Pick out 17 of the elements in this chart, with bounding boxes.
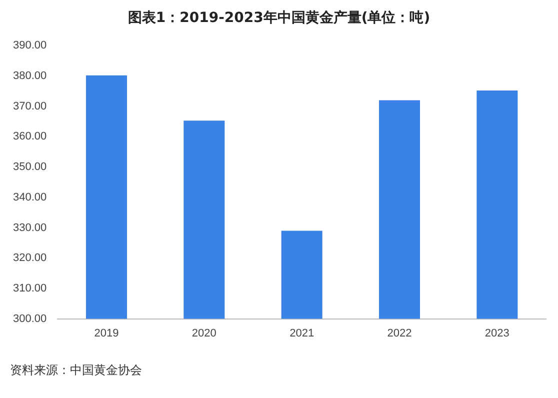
y-tick-label: 390.00: [12, 40, 47, 52]
y-tick-label: 330.00: [12, 222, 47, 234]
y-tick-label: 360.00: [12, 130, 47, 143]
chart-title: 图表1：2019-2023年中国黄金产量(单位：吨): [126, 9, 432, 28]
y-tick-label: 340.00: [12, 191, 47, 204]
x-tick-label: 2019: [94, 327, 119, 340]
x-tick-label: 2021: [290, 327, 314, 340]
x-tick-label: 2023: [484, 327, 510, 340]
y-tick-label: 350.00: [12, 161, 47, 174]
x-tick-label: 2020: [192, 327, 216, 340]
y-tick-label: 300.00: [12, 312, 47, 325]
y-tick-label: 310.00: [12, 282, 47, 294]
text: 资料来源：中国黄金协会: [9, 362, 143, 379]
x-tick-label: 2022: [387, 327, 412, 340]
y-tick-label: 370.00: [12, 100, 47, 112]
y-tick-label: 380.00: [12, 70, 47, 82]
y-tick-label: 320.00: [12, 252, 47, 264]
